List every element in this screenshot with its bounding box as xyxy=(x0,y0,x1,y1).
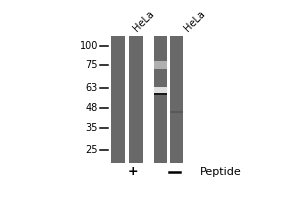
Text: 35: 35 xyxy=(85,123,98,133)
Text: +: + xyxy=(128,165,138,178)
Bar xyxy=(154,87,167,95)
Text: 63: 63 xyxy=(86,83,98,93)
Text: 48: 48 xyxy=(86,103,98,113)
Text: HeLa: HeLa xyxy=(183,9,207,33)
Bar xyxy=(154,61,167,69)
Bar xyxy=(111,36,125,163)
Bar xyxy=(170,111,183,113)
Text: 25: 25 xyxy=(85,145,98,155)
Bar xyxy=(154,93,167,95)
Text: 75: 75 xyxy=(85,60,98,70)
Bar xyxy=(170,36,183,163)
Bar xyxy=(129,36,143,163)
Bar xyxy=(154,36,167,163)
Text: Peptide: Peptide xyxy=(200,167,242,177)
Text: 100: 100 xyxy=(80,41,98,51)
Text: HeLa: HeLa xyxy=(132,9,156,33)
